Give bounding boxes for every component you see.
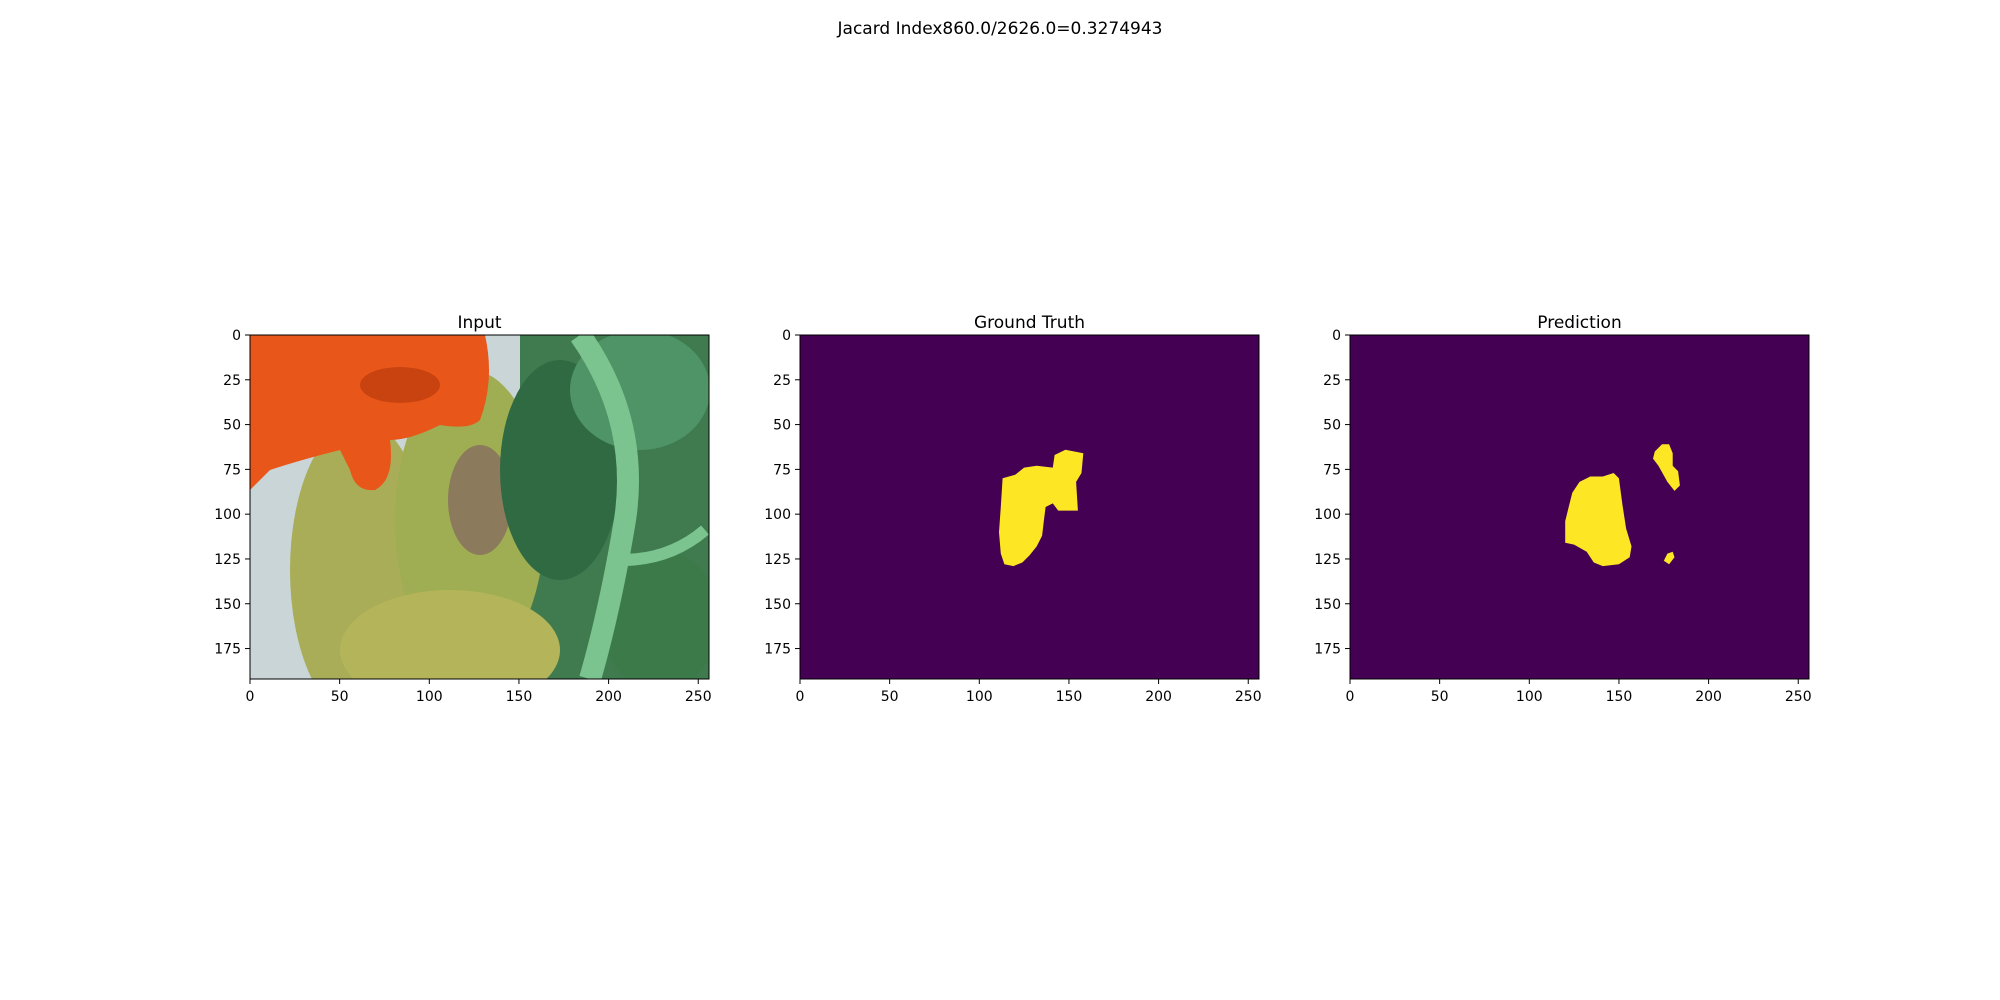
- mask-ground-truth: [800, 335, 1259, 679]
- figure-suptitle: Jacard Index860.0/2626.0=0.3274943: [837, 19, 1163, 39]
- x-tick-label: 50: [881, 689, 899, 705]
- x-tick-label: 150: [506, 689, 533, 705]
- x-tick-label: 100: [416, 689, 443, 705]
- mask-region-1: [1565, 473, 1632, 567]
- panel-title-prediction: Prediction: [1537, 313, 1621, 333]
- y-tick-label: 100: [764, 507, 791, 523]
- y-tick-label: 150: [214, 597, 241, 613]
- mask-region-2: [1653, 444, 1680, 491]
- y-tick-label: 50: [223, 418, 241, 434]
- photo-leaf-lesion: [448, 445, 512, 555]
- x-tick-label: 200: [595, 689, 622, 705]
- x-tick-label: 250: [1235, 689, 1262, 705]
- panel-title-input: Input: [457, 313, 501, 333]
- x-tick-label: 150: [1606, 689, 1633, 705]
- photo-stem-branch: [621, 525, 709, 566]
- y-tick-label: 150: [764, 597, 791, 613]
- y-tick-label: 125: [214, 552, 241, 568]
- x-tick-label: 200: [1145, 689, 1172, 705]
- axes-frame: [249, 334, 710, 680]
- x-tick-label: 0: [1346, 689, 1355, 705]
- photo-glove-shadow: [360, 367, 440, 403]
- axes-prediction: 0 50 100 150 200 250 0 25 50 75 100 125 150 175: [1314, 328, 1811, 705]
- x-tick-label: 150: [1056, 689, 1083, 705]
- y-tick-label: 75: [223, 462, 241, 478]
- x-tick-label: 100: [1516, 689, 1543, 705]
- y-tick-label: 175: [214, 642, 241, 658]
- y-tick-label: 100: [1314, 507, 1341, 523]
- x-tick-label: 50: [1431, 689, 1449, 705]
- x-tick-label: 100: [966, 689, 993, 705]
- y-tick-label: 150: [1314, 597, 1341, 613]
- photo-stem: [570, 335, 639, 679]
- axes-frame: [799, 334, 1260, 680]
- y-tick-label: 25: [223, 373, 241, 389]
- panel-ground-truth: Ground Truth 0 50 100 150 200 250 0 25 50 75 100 12…: [764, 313, 1261, 705]
- y-tick-label: 50: [773, 418, 791, 434]
- y-tick-label: 0: [1332, 328, 1341, 344]
- y-tick-label: 125: [764, 552, 791, 568]
- x-tick-label: 250: [1785, 689, 1812, 705]
- panel-title-ground-truth: Ground Truth: [974, 313, 1085, 333]
- y-tick-label: 25: [773, 373, 791, 389]
- x-tick-label: 0: [796, 689, 805, 705]
- mask-prediction: [1350, 335, 1809, 679]
- y-tick-label: 125: [1314, 552, 1341, 568]
- mask-region-3: [1663, 551, 1675, 565]
- y-tick-label: 75: [773, 462, 791, 478]
- axes-ground-truth: 0 50 100 150 200 250 0 25 50 75 100 125 150 175: [764, 328, 1261, 705]
- photo-foliage-lower: [600, 550, 709, 679]
- y-tick-label: 25: [1323, 373, 1341, 389]
- axes-input: 0 50 100 150 200 250 0 25 50 75 100 125 150 175: [214, 328, 711, 705]
- panel-prediction: Prediction 0 50 100 150 200 250 0 25 50 75 100 125 1…: [1314, 313, 1811, 705]
- input-photo: [250, 335, 709, 679]
- y-tick-label: 75: [1323, 462, 1341, 478]
- y-tick-label: 175: [1314, 642, 1341, 658]
- x-tick-label: 200: [1695, 689, 1722, 705]
- x-tick-label: 50: [331, 689, 349, 705]
- mask-region-1: [999, 449, 1084, 567]
- x-tick-label: 0: [246, 689, 255, 705]
- photo-leaf-bottom: [340, 590, 560, 679]
- y-tick-label: 50: [1323, 418, 1341, 434]
- y-tick-label: 0: [782, 328, 791, 344]
- x-tick-label: 250: [685, 689, 712, 705]
- y-tick-label: 100: [214, 507, 241, 523]
- y-tick-label: 0: [232, 328, 241, 344]
- y-tick-label: 175: [764, 642, 791, 658]
- axes-frame: [1349, 334, 1810, 680]
- panel-input: Input 0 50 100 150 200 250 0 25 50 75 100 125 150 175: [214, 313, 711, 705]
